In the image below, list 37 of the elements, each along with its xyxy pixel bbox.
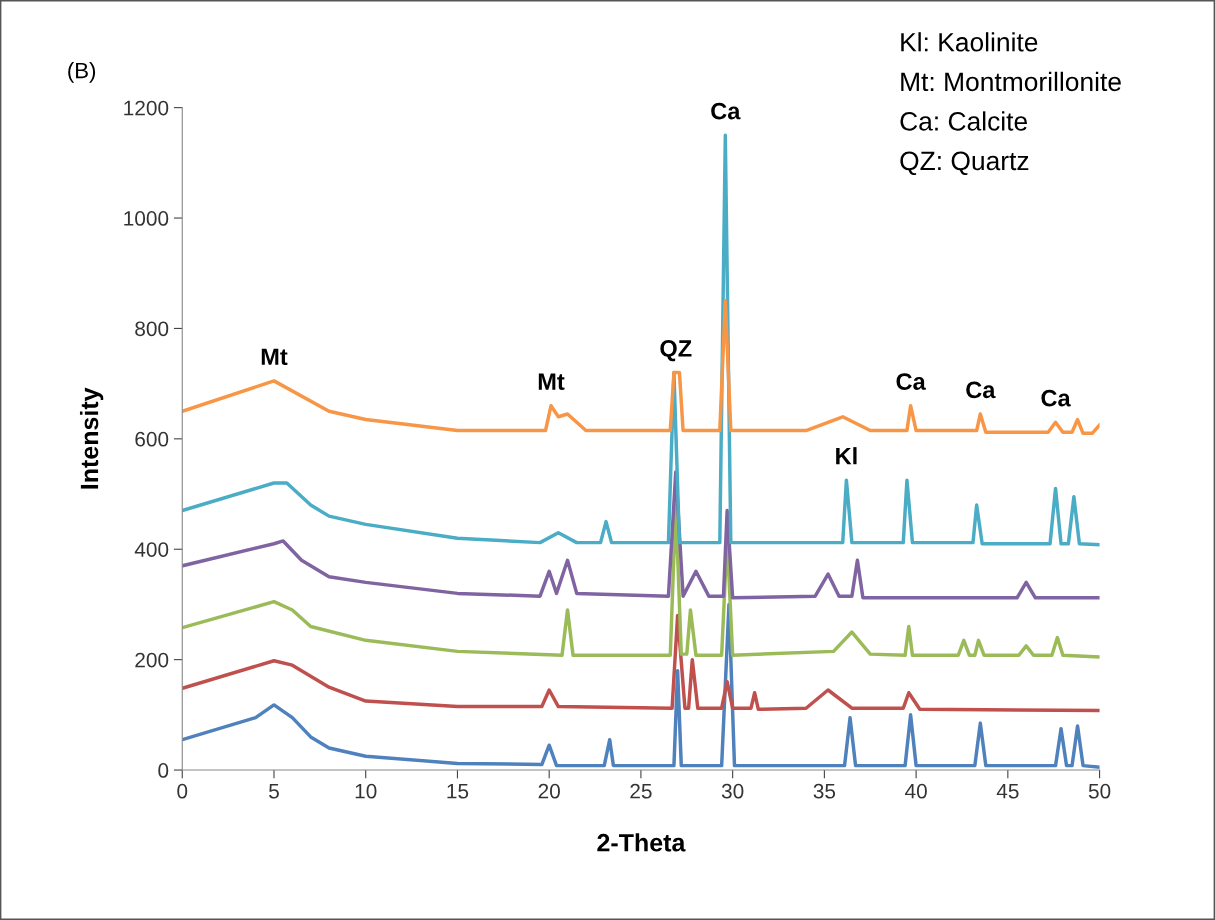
y-tick-label: 400 — [134, 542, 169, 557]
x-tick-label: 40 — [905, 783, 927, 799]
annotation: Ca — [966, 381, 996, 399]
x-tick-label: 35 — [813, 783, 836, 799]
annotation: Kl — [836, 447, 857, 465]
y-axis-title: Intensity — [79, 387, 104, 489]
y-tick-label: 600 — [135, 431, 169, 447]
annotation: QZ: Quartz — [900, 151, 1029, 175]
annotation: Ca — [896, 373, 926, 390]
text: (B) — [68, 62, 96, 83]
y-tick-label: 1000 — [124, 211, 169, 226]
x-axis-title: 2-Theta — [597, 833, 686, 852]
y-tick-label: 0 — [158, 763, 169, 778]
annotation: QZ — [660, 340, 692, 362]
y-tick-label: 800 — [135, 321, 169, 337]
text: Mt: Montmorillonite — [901, 71, 1121, 92]
annotation: Mt — [261, 348, 288, 366]
y-tick-label: 1200 — [124, 100, 169, 116]
x-tick-label: 5 — [269, 784, 279, 799]
x-tick-label: 50 — [1088, 783, 1111, 799]
line-series — [182, 503, 1100, 659]
line-series — [182, 299, 1100, 436]
annotation: Ca — [711, 102, 741, 120]
x-tick-label: 0 — [177, 783, 188, 799]
x-tick-label: 20 — [538, 783, 560, 799]
text: Kl: Kaolinite — [901, 32, 1038, 52]
x-tick-label: 10 — [355, 783, 377, 799]
annotation: Ca: Calcite — [900, 111, 1027, 131]
annotation: Ca — [1041, 389, 1071, 407]
x-tick-label: 15 — [447, 784, 469, 799]
annotation: Mt — [538, 373, 565, 390]
line-series — [182, 613, 1100, 713]
line-series — [182, 470, 1100, 600]
x-tick-label: 25 — [630, 783, 652, 799]
x-tick-label: 30 — [721, 783, 744, 799]
y-tick-label: 200 — [135, 652, 169, 668]
x-tick-label: 45 — [996, 784, 1019, 799]
